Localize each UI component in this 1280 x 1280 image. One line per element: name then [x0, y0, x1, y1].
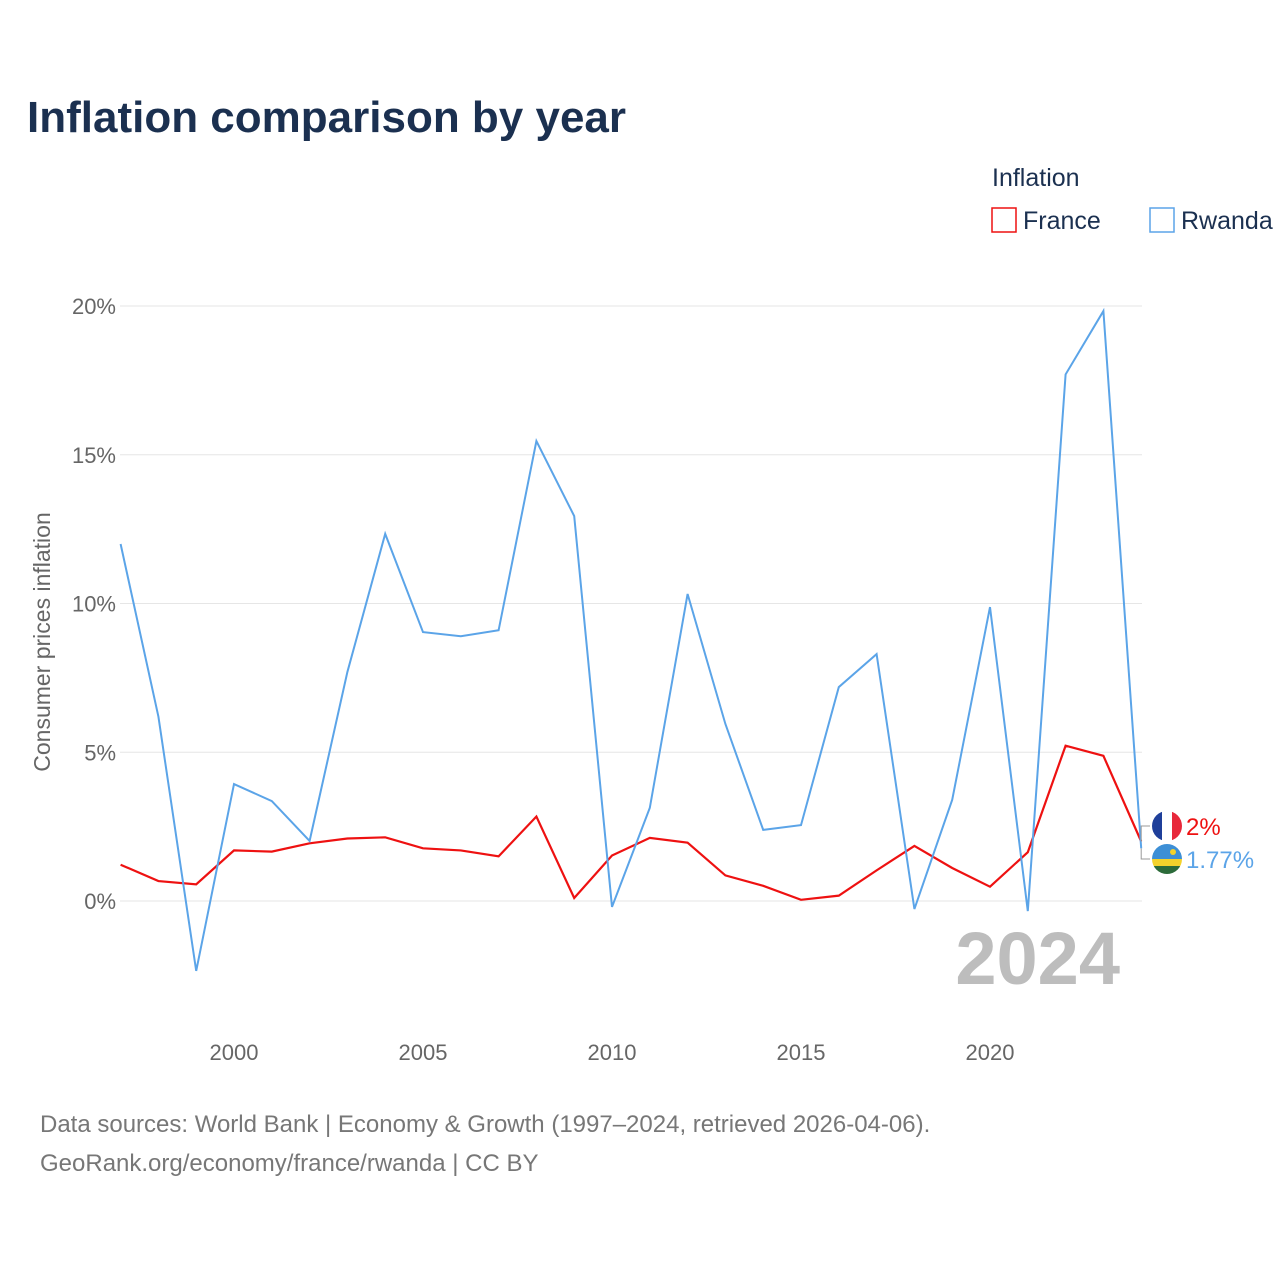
end-label-connector — [1140, 848, 1150, 860]
y-axis-label: Consumer prices inflation — [29, 512, 55, 772]
y-tick-label: 20% — [72, 294, 116, 319]
legend: France Rwanda — [991, 207, 1273, 235]
end-labels: 2% 1.77% — [1140, 811, 1254, 874]
x-tick-label: 2015 — [777, 1040, 826, 1065]
legend-swatch — [1149, 207, 1175, 233]
series-line-rwanda — [119, 307, 1143, 972]
footer-source: Data sources: World Bank | Economy & Gro… — [40, 1111, 930, 1138]
legend-swatch — [991, 207, 1017, 233]
legend-item-rwanda[interactable]: Rwanda — [1181, 207, 1273, 235]
y-tick-label: 15% — [72, 443, 116, 468]
x-tick-label: 2010 — [588, 1040, 637, 1065]
x-tick-label: 2000 — [210, 1040, 259, 1065]
footer-link[interactable]: GeoRank.org/economy/france/rwanda | CC B… — [40, 1150, 538, 1177]
end-label-connector — [1140, 825, 1150, 842]
legend-item-france[interactable]: France — [1023, 207, 1101, 235]
legend-title: Inflation — [992, 164, 1080, 192]
y-tick-label: 0% — [84, 889, 116, 914]
end-value-label: 2% — [1186, 814, 1221, 841]
rwanda-flag-icon — [1152, 844, 1182, 874]
series-lines — [119, 307, 1143, 972]
x-tick-label: 2005 — [399, 1040, 448, 1065]
end-value-label: 1.77% — [1186, 847, 1254, 874]
y-tick-label: 10% — [72, 592, 116, 617]
france-flag-icon — [1152, 811, 1182, 841]
x-tick-label: 2020 — [966, 1040, 1015, 1065]
y-tick-label: 5% — [84, 740, 116, 765]
chart-title: Inflation comparison by year — [27, 93, 626, 142]
series-line-france — [120, 744, 1143, 901]
grid: 0% 5% 10% 15% 20% 2000 2005 2010 2015 2020 — [72, 294, 1142, 1065]
year-watermark: 2024 — [955, 917, 1120, 1000]
